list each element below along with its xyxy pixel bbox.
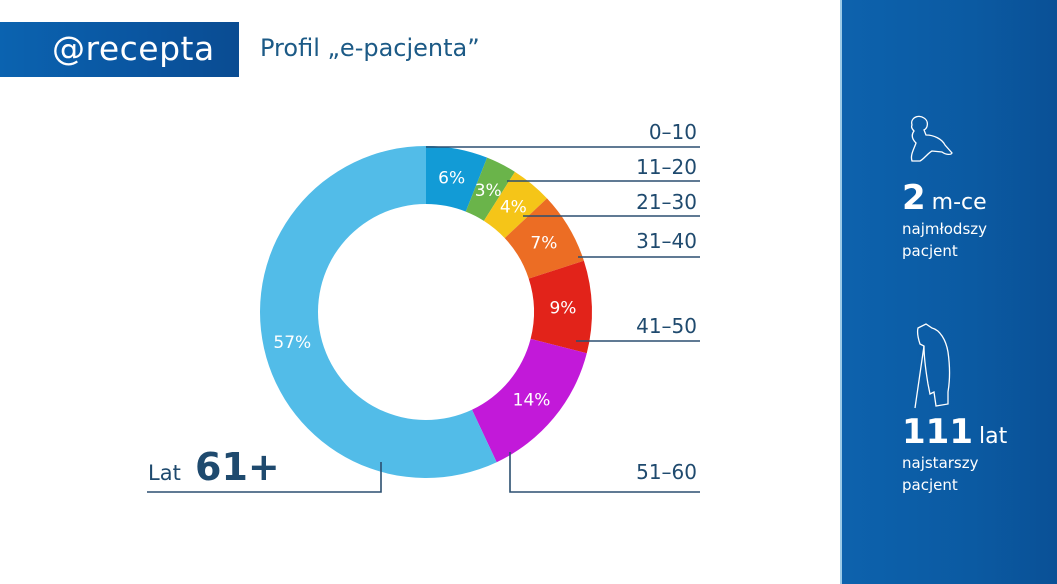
category-labels: 0–10 11–20 21–30 31–40 41–50 51–60 Lat 6… [148,120,697,489]
youngest-desc-2: pacjent [902,242,958,260]
label-41-50: 41–50 [636,314,697,338]
baby-crawling-icon [910,115,953,162]
leader-lines [147,146,700,493]
slice-4 [528,260,592,354]
label-11-20: 11–20 [636,155,697,179]
slice-1 [465,157,515,221]
logo-banner: @recepta [0,22,239,77]
youngest-patient-stat: 2 m-ce najmłodszy pacjent [902,178,987,262]
erecepta-logo: @recepta [52,29,215,68]
donut-slices [259,146,592,478]
slice-2 [483,171,548,239]
pct-label-3: 7% [530,233,557,253]
youngest-unit: m-ce [931,190,987,215]
oldest-desc-1: najstarszy [902,454,979,472]
pct-label-0: 6% [438,168,465,188]
label-51-60: 51–60 [636,460,697,484]
percent-labels: 6% 3%4%7% 9% 14% 57% [273,168,576,410]
age-donut-chart: 6% 3%4%7% 9% 14% 57% 0–10 11–20 21–30 31–40 … [147,120,700,493]
slice-0 [426,146,488,212]
label-0-10: 0–10 [649,120,697,144]
slice-3 [504,198,584,279]
oldest-value: 111 [902,412,973,452]
label-lat-prefix: Lat [148,461,181,485]
slice-5 [471,338,587,463]
oldest-unit: lat [978,424,1008,449]
slice-6 [259,146,497,478]
pct-label-1: 3% [475,181,502,201]
label-31-40: 31–40 [636,229,697,253]
elderly-man-cane-icon [914,323,951,409]
pct-label-6: 57% [273,333,311,353]
label-61-plus: 61+ [195,445,280,489]
page-title: Profil „e-pacjenta” [260,34,480,62]
pct-label-2: 4% [500,197,527,217]
oldest-desc-2: pacjent [902,476,958,494]
label-21-30: 21–30 [636,190,697,214]
pct-label-4: 9% [549,299,576,319]
side-panel: 2 m-ce najmłodszy pacjent 111 lat najstars… [840,0,1057,584]
oldest-patient-stat: 111 lat najstarszy pacjent [902,412,1007,496]
youngest-desc-1: najmłodszy [902,220,988,238]
pct-label-5: 14% [513,390,551,410]
youngest-value: 2 [902,178,926,218]
